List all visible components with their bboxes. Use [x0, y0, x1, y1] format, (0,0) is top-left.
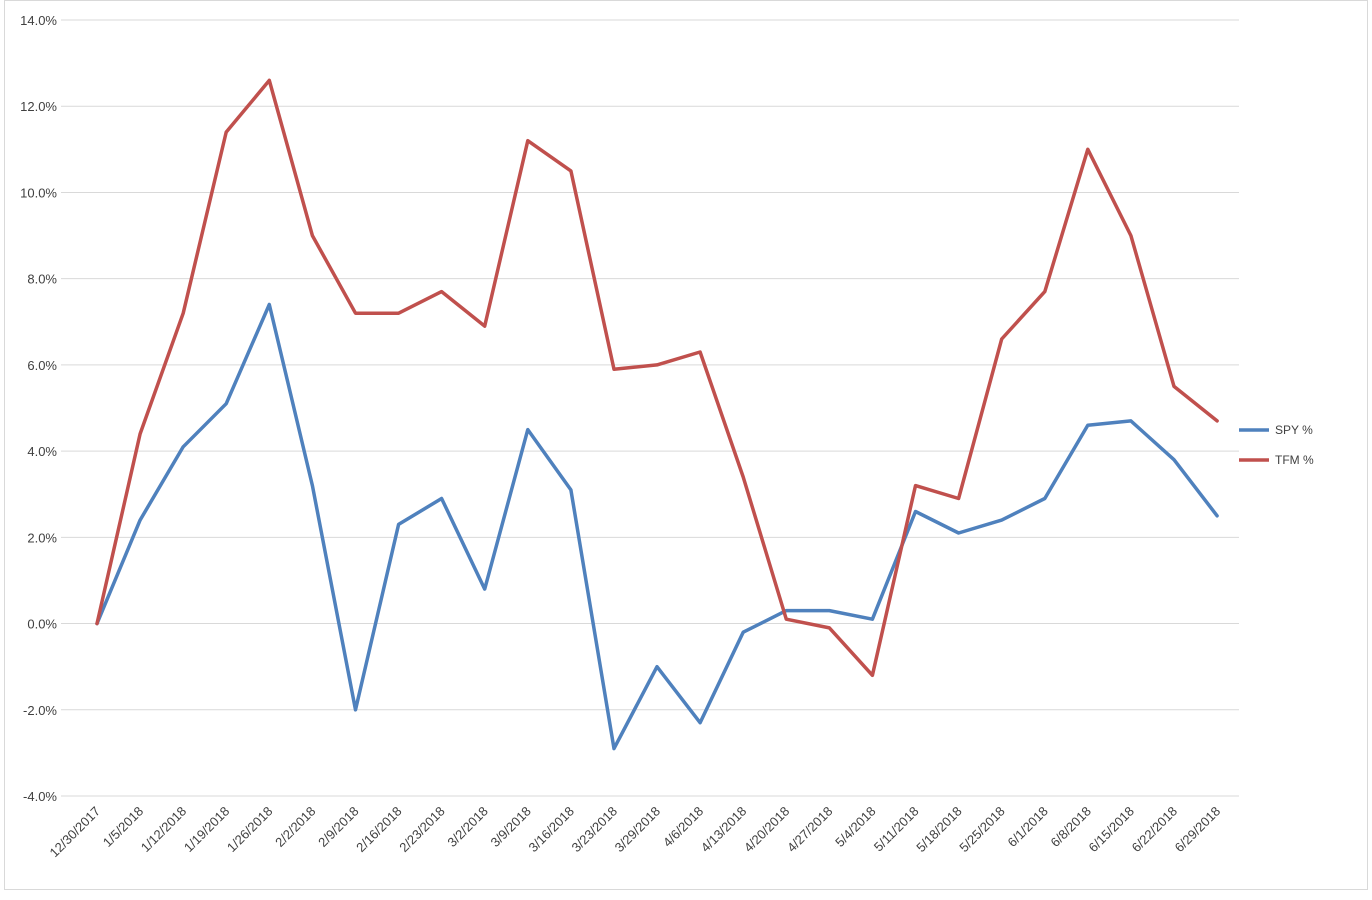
series-line-spy: [95, 302, 1219, 751]
line-chart: -4.0% -2.0% 0.0% 2.0% 4.0% 6.0% 8.0% 10.0% 12.0%…: [20, 13, 1314, 861]
data-point: [267, 303, 271, 307]
data-point: [310, 234, 314, 238]
data-point: [181, 445, 185, 449]
series-lines: [95, 78, 1219, 751]
data-point: [483, 587, 487, 591]
y-tick-label: 10.0%: [20, 185, 57, 200]
data-point: [1086, 423, 1090, 427]
data-point: [914, 509, 918, 513]
x-tick-label: 12/30/2017: [46, 804, 103, 861]
data-point: [397, 311, 401, 315]
x-tick-label: 5/18/2018: [913, 804, 965, 856]
data-point: [870, 673, 874, 677]
data-point: [741, 630, 745, 634]
data-point: [1000, 337, 1004, 341]
y-tick-label: 12.0%: [20, 99, 57, 114]
x-tick-label: 2/16/2018: [353, 804, 405, 856]
data-point: [1043, 290, 1047, 294]
data-point: [95, 622, 99, 626]
x-tick-label: 6/1/2018: [1004, 804, 1050, 850]
y-tick-label: 14.0%: [20, 13, 57, 28]
data-point: [957, 497, 961, 501]
data-point: [569, 169, 573, 173]
data-point: [1043, 497, 1047, 501]
data-point: [440, 497, 444, 501]
x-tick-label: 3/16/2018: [525, 804, 577, 856]
data-point: [526, 139, 530, 143]
data-point: [569, 488, 573, 492]
data-point: [1129, 234, 1133, 238]
y-tick-label: 6.0%: [27, 358, 57, 373]
data-point: [353, 311, 357, 315]
data-point: [655, 665, 659, 669]
data-point: [1215, 514, 1219, 518]
data-point: [612, 747, 616, 751]
data-point: [526, 428, 530, 432]
data-point: [1172, 458, 1176, 462]
data-point: [655, 363, 659, 367]
data-point: [397, 522, 401, 526]
data-point: [957, 531, 961, 535]
y-tick-label: -4.0%: [23, 789, 57, 804]
x-tick-label: 2/2/2018: [272, 804, 318, 850]
data-point: [698, 721, 702, 725]
y-tick-label: 8.0%: [27, 272, 57, 287]
x-tick-label: 1/12/2018: [138, 804, 190, 856]
x-tick-label: 5/11/2018: [871, 804, 922, 855]
legend-label: TFM %: [1275, 453, 1314, 467]
data-point: [698, 350, 702, 354]
x-tick-label: 5/25/2018: [956, 804, 1008, 856]
data-point: [612, 367, 616, 371]
data-point: [181, 311, 185, 315]
data-point: [741, 475, 745, 479]
y-tick-label: -2.0%: [23, 703, 57, 718]
x-tick-label: 2/23/2018: [396, 804, 448, 856]
data-point: [267, 78, 271, 82]
x-tick-label: 6/15/2018: [1086, 804, 1138, 856]
data-point: [483, 324, 487, 328]
data-point: [827, 626, 831, 630]
x-tick-label: 4/27/2018: [784, 804, 836, 856]
data-point: [784, 617, 788, 621]
data-point: [1000, 518, 1004, 522]
y-tick-label: 2.0%: [27, 530, 57, 545]
data-point: [1172, 384, 1176, 388]
data-point: [224, 402, 228, 406]
x-tick-label: 3/23/2018: [569, 804, 621, 856]
chart-frame: -4.0% -2.0% 0.0% 2.0% 4.0% 6.0% 8.0% 10.0% 12.0%…: [4, 0, 1368, 890]
data-point: [138, 518, 142, 522]
legend: SPY % TFM %: [1239, 423, 1314, 467]
y-tick-label: 0.0%: [27, 617, 57, 632]
data-point: [1215, 419, 1219, 423]
data-point: [440, 290, 444, 294]
x-tick-label: 4/20/2018: [741, 804, 793, 856]
x-tick-label: 3/29/2018: [612, 804, 664, 856]
x-tick-label: 4/13/2018: [698, 804, 750, 856]
x-tick-label: 6/22/2018: [1129, 804, 1181, 856]
data-point: [138, 432, 142, 436]
data-point: [870, 617, 874, 621]
x-tick-label: 1/19/2018: [181, 804, 233, 856]
data-point: [310, 484, 314, 488]
data-point: [224, 130, 228, 134]
y-axis-tick-labels: -4.0% -2.0% 0.0% 2.0% 4.0% 6.0% 8.0% 10.0% 12.0%…: [20, 13, 57, 804]
data-point: [1129, 419, 1133, 423]
data-point: [1086, 147, 1090, 151]
data-point: [914, 484, 918, 488]
x-tick-label: 6/29/2018: [1172, 804, 1224, 856]
x-tick-label: 1/26/2018: [224, 804, 276, 856]
data-point: [827, 609, 831, 613]
y-tick-label: 4.0%: [27, 444, 57, 459]
x-tick-label: 3/2/2018: [444, 804, 490, 850]
x-axis-tick-labels: 12/30/20171/5/20181/12/20181/19/20181/26…: [46, 804, 1223, 861]
series-line-tfm: [95, 78, 1219, 678]
data-point: [353, 708, 357, 712]
legend-label: SPY %: [1275, 423, 1313, 437]
